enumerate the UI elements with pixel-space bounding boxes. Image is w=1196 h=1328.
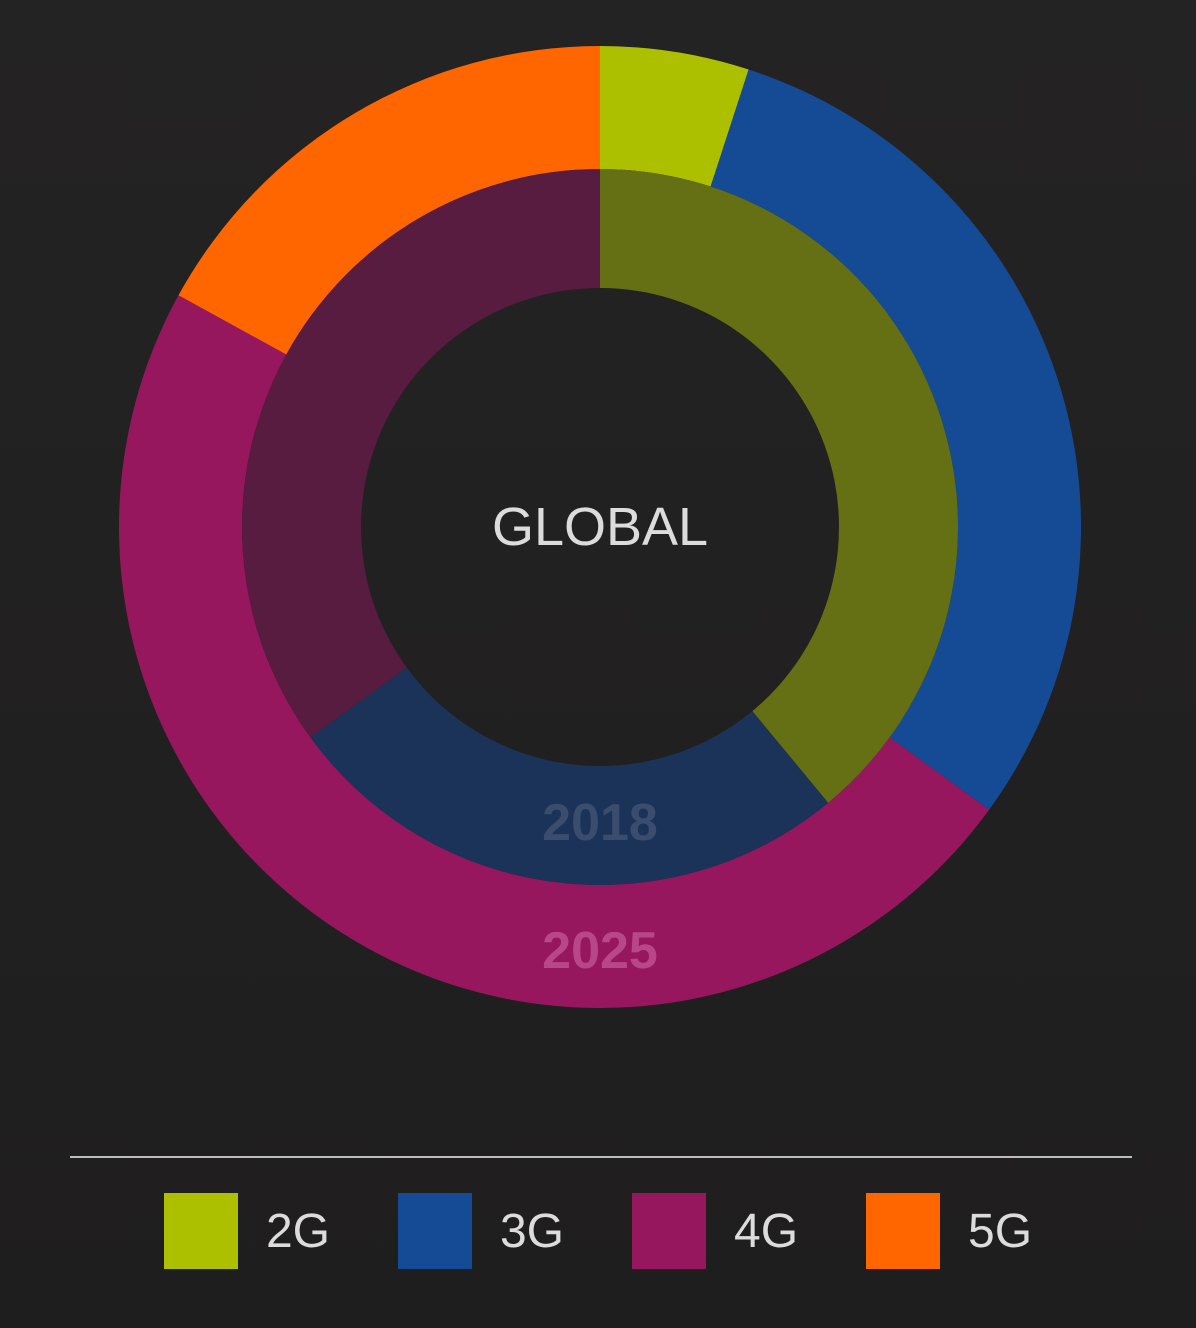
legend: 2G 3G 4G 5G bbox=[0, 1192, 1196, 1270]
legend-label-5g: 5G bbox=[968, 1204, 1033, 1258]
outer-2025-slice-5g[interactable] bbox=[178, 46, 600, 355]
outer-2025-slice-4g[interactable] bbox=[118, 295, 990, 1009]
legend-label-4g: 4G bbox=[734, 1204, 799, 1258]
legend-item-3g[interactable]: 3G bbox=[397, 1193, 564, 1269]
legend-swatch-3g bbox=[397, 1193, 472, 1269]
legend-item-5g[interactable]: 5G bbox=[866, 1193, 1032, 1269]
inner-ring-year-label: 2018 bbox=[542, 794, 658, 852]
legend-label-2g: 2G bbox=[265, 1204, 330, 1258]
donut-chart: GLOBAL 2018 2025 bbox=[118, 46, 1081, 1009]
legend-label-3g: 3G bbox=[499, 1204, 564, 1258]
outer-2025-slice-2g[interactable] bbox=[600, 46, 749, 187]
inner-2018-slice-4g[interactable] bbox=[242, 169, 601, 738]
legend-divider bbox=[70, 1156, 1132, 1158]
outer-2025-slice-3g[interactable] bbox=[710, 69, 1081, 810]
legend-item-2g[interactable]: 2G bbox=[163, 1193, 330, 1269]
outer-ring-year-label: 2025 bbox=[542, 922, 658, 980]
outer-ring-2025 bbox=[118, 46, 1081, 1009]
inner-2018-slice-2g[interactable] bbox=[600, 169, 958, 803]
inner-2018-slice-3g[interactable] bbox=[310, 667, 829, 885]
legend-swatch-5g bbox=[866, 1193, 941, 1269]
legend-swatch-4g bbox=[632, 1193, 706, 1269]
inner-ring-2018 bbox=[242, 169, 958, 885]
legend-item-4g[interactable]: 4G bbox=[632, 1193, 798, 1269]
legend-swatch-2g bbox=[163, 1193, 238, 1269]
center-label: GLOBAL bbox=[492, 497, 708, 557]
